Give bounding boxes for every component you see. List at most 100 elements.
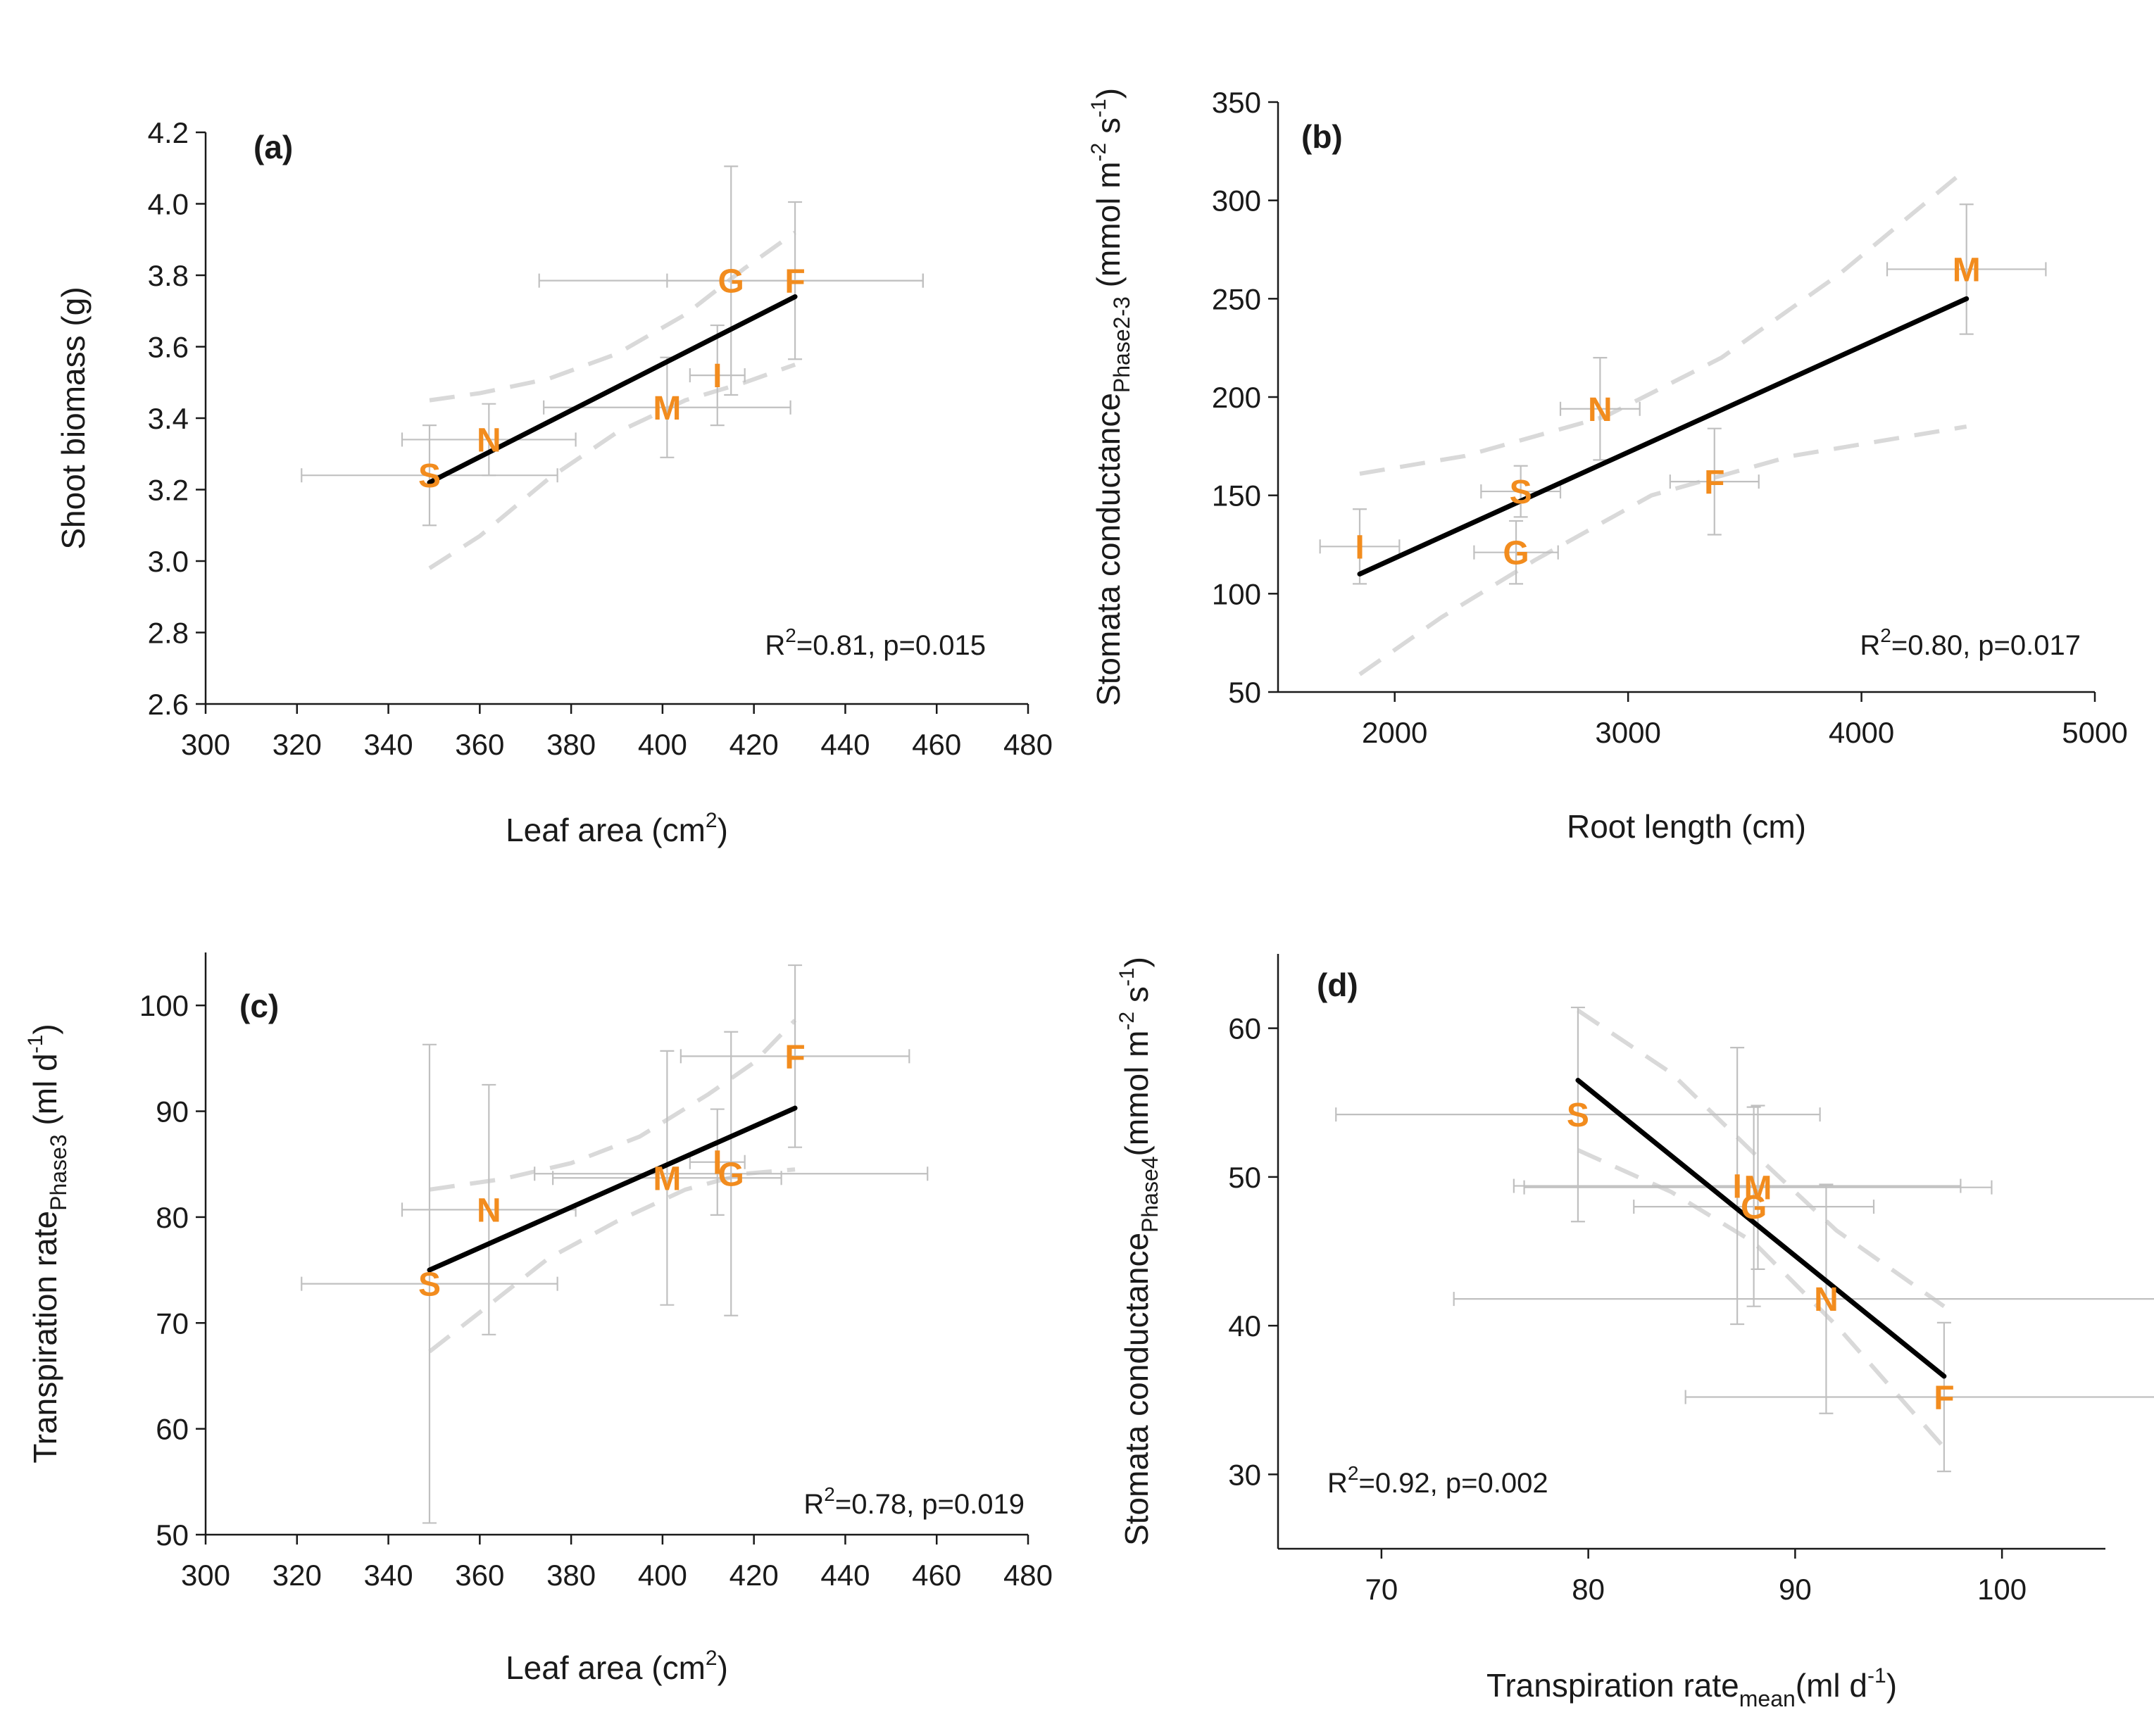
x-tick-label: 70 — [1365, 1573, 1398, 1606]
data-point-G: G — [1741, 1189, 1767, 1226]
error-bars-S — [301, 424, 558, 527]
error-bars-S — [301, 1043, 558, 1524]
y-tick-label: 70 — [156, 1307, 189, 1340]
x-tick-label: 340 — [364, 728, 413, 761]
x-tick-label: 360 — [455, 728, 504, 761]
y-tick-label: 3.6 — [148, 331, 189, 364]
r-squared-annotation: R2=0.80, p=0.017 — [1860, 624, 2081, 661]
error-bars-G — [1633, 1106, 1875, 1307]
confidence-band-lower — [428, 363, 796, 570]
y-tick-label: 40 — [1228, 1309, 1261, 1342]
data-point-I: I — [713, 1145, 722, 1182]
r-squared-annotation: R2=0.92, p=0.002 — [1327, 1462, 1548, 1499]
data-point-N: N — [477, 422, 501, 459]
confidence-band-upper — [429, 230, 796, 403]
y-axis-title: Stomata conductancePhase2-3 (mmol m-2 s-… — [1087, 88, 1134, 706]
y-tick-label: 3.2 — [148, 474, 189, 507]
y-tick-label: 200 — [1212, 381, 1261, 414]
data-point-I: I — [1355, 529, 1364, 566]
error-bars-I — [689, 324, 746, 427]
data-point-G: G — [718, 263, 744, 301]
data-point-I: I — [1732, 1169, 1741, 1206]
x-tick-label: 3000 — [1595, 716, 1660, 749]
error-bars-M — [1523, 1105, 1993, 1270]
y-tick-label: 3.4 — [148, 402, 189, 435]
error-bars-G — [1473, 520, 1559, 585]
x-tick-label: 320 — [273, 728, 322, 761]
x-axis-title: Transpiration ratemean(ml d-1) — [1486, 1664, 1897, 1711]
x-tick-label: 480 — [1003, 728, 1053, 761]
y-tick-label: 90 — [156, 1095, 189, 1128]
data-point-S: S — [1510, 474, 1532, 511]
x-tick-label: 400 — [638, 1559, 687, 1592]
x-tick-label: 4000 — [1829, 716, 1894, 749]
x-tick-label: 380 — [546, 728, 596, 761]
regression-line — [1357, 296, 1970, 577]
x-axis-title: Leaf area (cm2) — [506, 809, 728, 848]
confidence-band-lower — [1577, 1148, 1946, 1449]
r-squared-annotation: R2=0.81, p=0.015 — [765, 624, 986, 661]
y-tick-label: 60 — [1228, 1012, 1261, 1045]
y-tick-label: 60 — [156, 1413, 189, 1446]
data-point-M: M — [1953, 251, 1981, 289]
regression-line — [427, 1105, 798, 1273]
x-tick-label: 320 — [273, 1559, 322, 1592]
x-tick-label: 400 — [638, 728, 687, 761]
y-axis-title: Stomata conductancePhase4(mmol m-2 s-1) — [1115, 957, 1163, 1546]
y-tick-label: 50 — [156, 1518, 189, 1552]
confidence-band-lower — [1358, 424, 1967, 677]
data-point-N: N — [1814, 1281, 1839, 1319]
y-tick-label: 2.8 — [148, 617, 189, 650]
regression-line — [1575, 1078, 1947, 1379]
error-bars-N — [401, 1083, 577, 1335]
error-bars-I — [1319, 508, 1401, 585]
x-tick-label: 2000 — [1362, 716, 1427, 749]
x-tick-label: 300 — [181, 1559, 230, 1592]
y-tick-label: 100 — [139, 989, 189, 1022]
x-tick-label: 340 — [364, 1559, 413, 1592]
x-axis-title: Leaf area (cm2) — [506, 1647, 728, 1686]
y-tick-label: 350 — [1212, 86, 1261, 119]
y-tick-label: 30 — [1228, 1458, 1261, 1491]
x-tick-label: 360 — [455, 1559, 504, 1592]
error-bars-F — [1669, 427, 1760, 536]
data-point-F: F — [784, 1038, 805, 1076]
x-tick-label: 420 — [730, 728, 779, 761]
error-bars-M — [1886, 203, 2047, 335]
panel-label: (d) — [1317, 967, 1358, 1003]
x-tick-label: 440 — [820, 1559, 870, 1592]
error-bars-M — [552, 1050, 782, 1306]
y-axis-title: Shoot biomass (g) — [55, 287, 92, 549]
y-tick-label: 4.2 — [148, 116, 189, 149]
x-tick-label: 90 — [1779, 1573, 1812, 1606]
panel-label: (a) — [253, 129, 293, 165]
y-axis-title: Transpiration ratePhase3 (ml d-1) — [24, 1024, 71, 1463]
data-point-M: M — [1744, 1170, 1772, 1207]
y-tick-label: 4.0 — [148, 188, 189, 221]
data-point-N: N — [1588, 391, 1613, 429]
data-point-F: F — [1704, 464, 1724, 501]
panel-label: (c) — [239, 988, 279, 1024]
error-bars-N — [401, 403, 577, 477]
y-tick-label: 3.8 — [148, 259, 189, 292]
data-point-F: F — [1934, 1380, 1954, 1417]
data-point-G: G — [718, 1156, 744, 1193]
y-tick-label: 80 — [156, 1201, 189, 1234]
error-bars-G — [534, 1031, 929, 1316]
x-tick-label: 300 — [181, 728, 230, 761]
y-tick-label: 250 — [1212, 282, 1261, 315]
panel-d-stomata-conductance-vs-transpiration: 70 80 90 100 30 40 50 60 S I MG N F (d) R2=0.92, p=0.0… — [1115, 954, 2154, 1711]
x-tick-label: 420 — [730, 1559, 779, 1592]
data-point-S: S — [418, 1266, 441, 1304]
data-point-M: M — [653, 390, 681, 427]
x-tick-label: 440 — [820, 728, 870, 761]
confidence-band-upper — [429, 1019, 797, 1192]
x-tick-label: 5000 — [2062, 716, 2127, 749]
data-point-F: F — [784, 263, 805, 301]
data-point-I: I — [713, 358, 722, 395]
panel-b-stomata-conductance-vs-root-length: 2000 3000 4000 5000 50 100 150 200 250 300 350 I GS N… — [1087, 86, 2128, 845]
error-bars-I — [1513, 1046, 1962, 1326]
data-point-M: M — [653, 1160, 681, 1197]
x-tick-label: 100 — [1977, 1573, 2027, 1606]
